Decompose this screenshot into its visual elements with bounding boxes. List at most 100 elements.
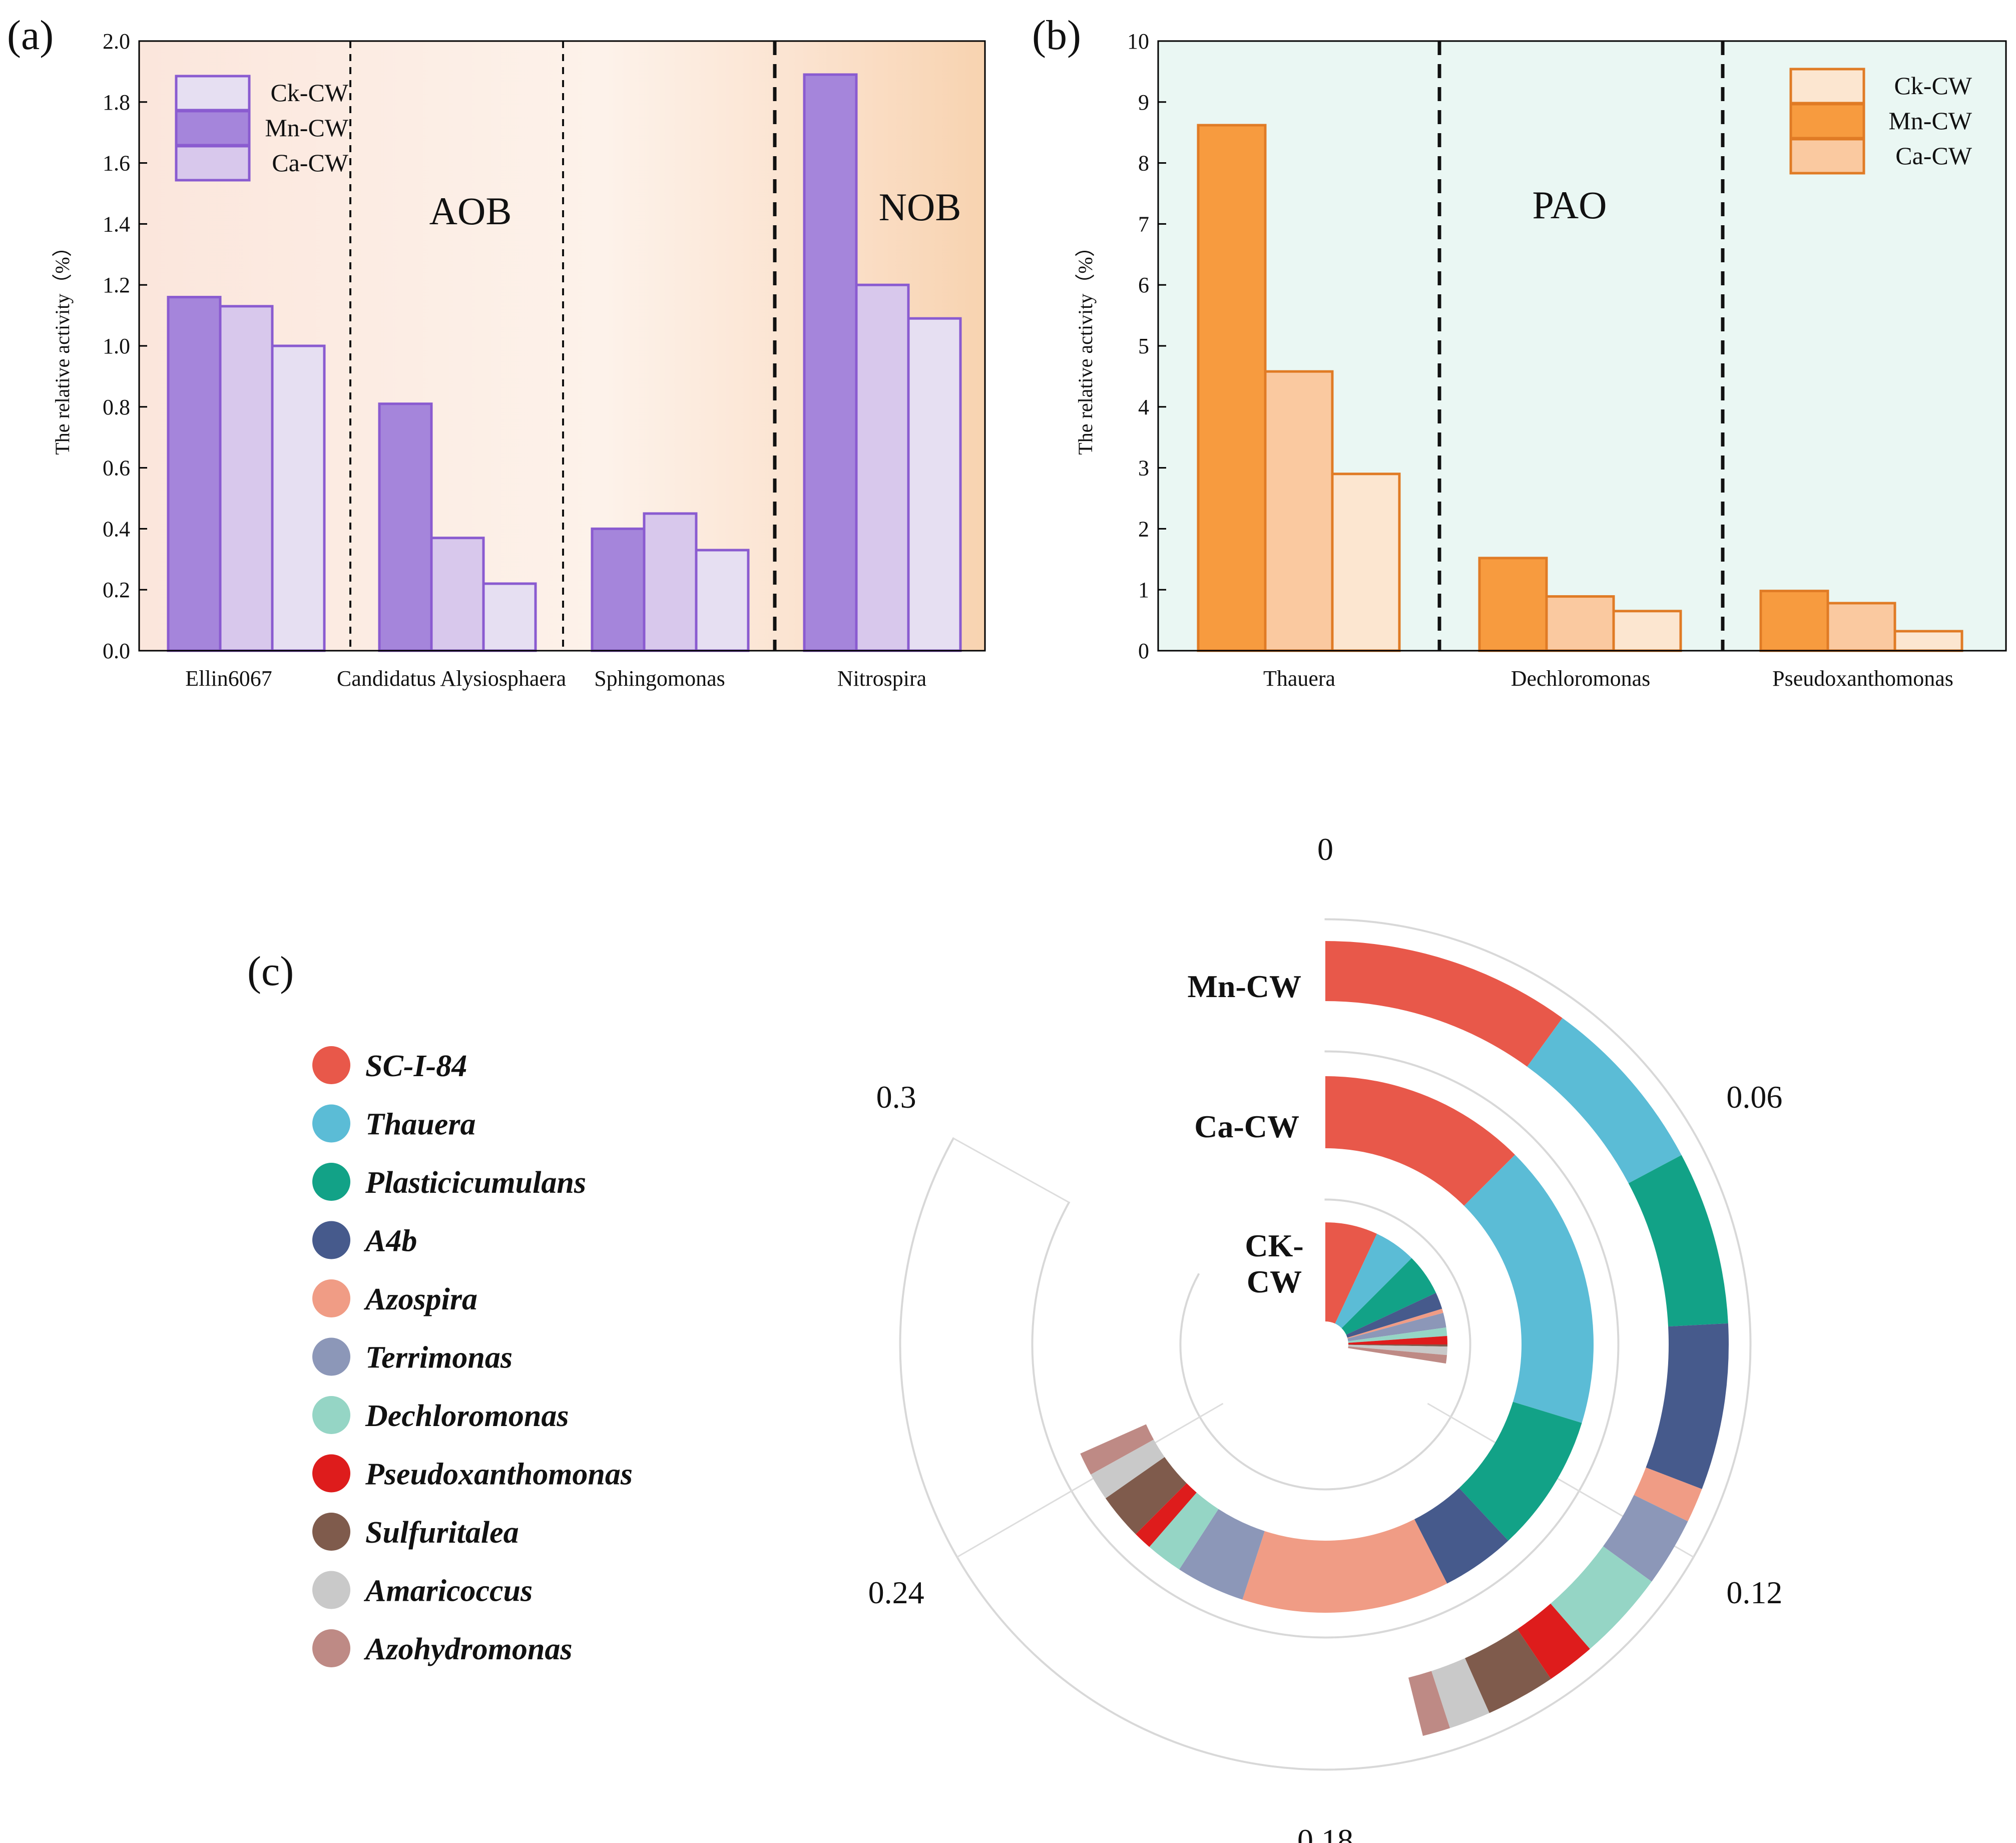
y-tick-label: 1.0 xyxy=(103,334,130,358)
segment-ca-cw-plasticicumulans xyxy=(1459,1402,1582,1541)
y-tick-label: 1.6 xyxy=(103,151,130,176)
segment-mn-cw-dechloromonas xyxy=(1551,1546,1652,1649)
track-outer xyxy=(899,918,1752,1771)
segment-mn-cw-azospira xyxy=(1634,1467,1702,1522)
x-tick-label: Dechloromonas xyxy=(1511,666,1651,691)
segment-ca-cw-azohydromonas xyxy=(1080,1424,1154,1475)
segment-mn-cw-azohydromonas xyxy=(1408,1671,1450,1736)
y-tick-label: 1.2 xyxy=(103,273,130,297)
nob-annotation: NOB xyxy=(879,185,961,229)
segment-ck-cw-azospira xyxy=(1347,1308,1443,1339)
bar-thauera-ck-cw xyxy=(1331,473,1401,652)
x-tick-label: Ellin6067 xyxy=(185,666,272,691)
legend-label-ca-cw: Ca-CW xyxy=(272,149,349,177)
panel-a-bars xyxy=(167,73,962,652)
panel-b-y-ticks: 0 1 2 3 4 5 6 7 8 9 10 xyxy=(1127,29,1166,663)
legend-label-a4b: A4b xyxy=(363,1224,417,1258)
segment-ck-cw-amaricoccus xyxy=(1348,1344,1447,1355)
panel-b-y-label: The relative activity（%） xyxy=(1074,237,1097,454)
panel-c-radial-chart xyxy=(899,918,1752,1771)
bar-nitrospira-ca-cw xyxy=(855,283,910,652)
y-tick-label: 2.0 xyxy=(103,29,130,54)
panel-a-legend: Ck-CW Mn-CW Ca-CW xyxy=(175,75,349,182)
legend-label-thauera: Thauera xyxy=(365,1108,475,1142)
y-tick-label: 8 xyxy=(1138,151,1149,176)
segment-ck-cw-sulfuritalea xyxy=(1348,1344,1447,1347)
segment-ca-cw-a4b xyxy=(1414,1488,1508,1584)
bar-candidatus-alysiosphaera-mn-cw xyxy=(378,402,433,652)
legend-label-mn-cw: Mn-CW xyxy=(265,114,348,142)
legend-label-ck-cw: Ck-CW xyxy=(270,79,348,107)
panel-a-label: (a) xyxy=(7,12,54,59)
segment-ck-cw-thauera xyxy=(1335,1233,1412,1328)
y-tick-label: 0.2 xyxy=(103,578,130,602)
segment-mn-cw-pseudoxanthomonas xyxy=(1517,1603,1590,1679)
segment-ca-cw-sulfuritalea xyxy=(1105,1457,1187,1535)
y-tick-label: 9 xyxy=(1138,90,1149,115)
panel-c-label: (c) xyxy=(247,948,294,995)
panel-b-categories: Thauera Dechloromonas Pseudoxanthomonas xyxy=(1263,666,1953,691)
segment-mn-cw-thauera xyxy=(1527,1018,1682,1183)
radial-grid-line xyxy=(952,1137,1070,1203)
segment-mn-cw-terrimonas xyxy=(1603,1495,1688,1582)
radial-grid-line xyxy=(956,1403,1224,1558)
y-tick-label: 0.8 xyxy=(103,395,130,419)
bar-candidatus-alysiosphaera-ca-cw xyxy=(430,537,485,652)
legend-label-azospira: Azospira xyxy=(363,1282,477,1316)
segment-ck-cw-sc-i-84 xyxy=(1325,1222,1377,1324)
legend-marker-pseudoxanthomonas xyxy=(312,1454,350,1493)
legend-label-ck-cw: Ck-CW xyxy=(1894,72,1972,100)
panel-b-frame xyxy=(1157,40,2007,652)
segment-ca-cw-terrimonas xyxy=(1179,1509,1265,1600)
y-tick-label: 7 xyxy=(1138,212,1149,236)
segment-ca-cw-amaricoccus xyxy=(1091,1440,1165,1499)
segment-mn-cw-sulfuritalea xyxy=(1465,1629,1551,1713)
panel-b-bars xyxy=(1197,124,1963,652)
segment-ca-cw-azospira xyxy=(1242,1519,1447,1613)
x-tick-label: Candidatus Alysiosphaera xyxy=(337,666,566,691)
legend-marker-dechloromonas xyxy=(312,1396,350,1434)
bar-dechloromonas-mn-cw xyxy=(1478,557,1548,652)
x-tick-label: Sphingomonas xyxy=(594,666,725,691)
legend-label-plasticicumulans: Plasticicumulans xyxy=(365,1166,586,1200)
legend-swatch-ck-cw xyxy=(175,75,251,112)
legend-label-dechloromonas: Dechloromonas xyxy=(365,1399,569,1433)
pao-annotation: PAO xyxy=(1533,183,1607,227)
legend-marker-azohydromonas xyxy=(312,1629,350,1667)
bar-dechloromonas-ca-cw xyxy=(1545,595,1615,652)
segment-ck-cw-pseudoxanthomonas xyxy=(1348,1335,1447,1344)
panel-c: (c) SC-I-84 Thauera Plasticicumulans A4b Azo… xyxy=(247,831,1782,1843)
track-middle xyxy=(1031,1050,1620,1639)
bar-ellin6067-mn-cw xyxy=(167,296,222,652)
panel-a-y-ticks: 0.0 0.2 0.4 0.6 0.8 1.0 1.2 1.4 1.6 1.8 2.0 xyxy=(103,29,147,663)
bar-thauera-ca-cw xyxy=(1264,370,1334,652)
segment-ck-cw-dechloromonas xyxy=(1348,1327,1447,1343)
y-tick-label: 0 xyxy=(1138,639,1149,663)
y-tick-label: 1.4 xyxy=(103,212,130,236)
track-inner xyxy=(1179,1198,1471,1491)
legend-swatch-ca-cw xyxy=(1789,138,1865,175)
legend-marker-plasticicumulans xyxy=(312,1163,350,1201)
panel-b-label: (b) xyxy=(1032,12,1081,59)
y-tick-label: 10 xyxy=(1127,29,1149,54)
aob-annotation: AOB xyxy=(429,189,512,233)
bar-thauera-mn-cw xyxy=(1197,124,1267,652)
legend-swatch-ca-cw xyxy=(175,145,251,182)
legend-swatch-mn-cw xyxy=(1789,103,1865,140)
legend-label-terrimonas: Terrimonas xyxy=(365,1341,513,1375)
bar-dechloromonas-ck-cw xyxy=(1612,610,1682,652)
bar-nitrospira-ck-cw xyxy=(907,317,962,652)
panel-b-legend: Ck-CW Mn-CW Ca-CW xyxy=(1789,68,1972,175)
bar-pseudoxanthomonas-mn-cw xyxy=(1759,590,1829,652)
panel-a-categories: Ellin6067 Candidatus Alysiosphaera Sphingo… xyxy=(185,666,926,691)
ring-label-ck-cw: CK-CW xyxy=(1245,1228,1303,1299)
segment-mn-cw-amaricoccus xyxy=(1431,1658,1489,1728)
bar-ellin6067-ck-cw xyxy=(271,344,326,652)
segment-ck-cw-a4b xyxy=(1346,1292,1442,1338)
legend-label-amaricoccus: Amaricoccus xyxy=(363,1574,533,1608)
legend-marker-amaricoccus xyxy=(312,1571,350,1609)
segment-mn-cw-sc-i-84 xyxy=(1325,941,1563,1067)
legend-swatch-mn-cw xyxy=(175,110,251,147)
y-tick-label: 4 xyxy=(1138,395,1149,419)
